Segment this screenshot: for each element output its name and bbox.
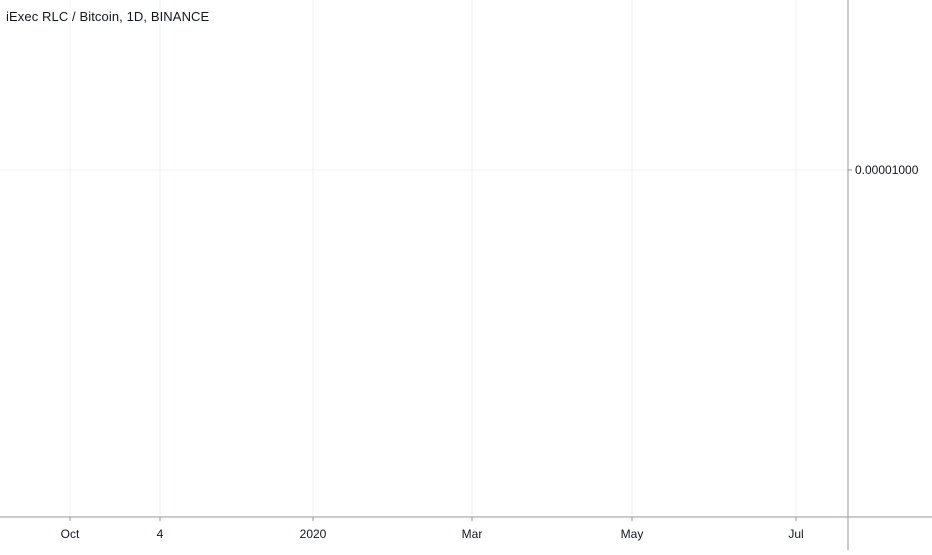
chart-title: iExec RLC / Bitcoin, 1D, BINANCE bbox=[6, 9, 210, 24]
x-tick-label: Mar bbox=[462, 527, 483, 541]
grid bbox=[0, 0, 848, 517]
x-tick-label: 2020 bbox=[300, 527, 327, 541]
x-tick-label: May bbox=[621, 527, 644, 541]
y-tick-label: 0.00001000 bbox=[855, 163, 919, 177]
x-tick-label: Oct bbox=[61, 527, 80, 541]
x-tick-label: Jul bbox=[788, 527, 803, 541]
x-tick-label: 4 bbox=[157, 527, 164, 541]
